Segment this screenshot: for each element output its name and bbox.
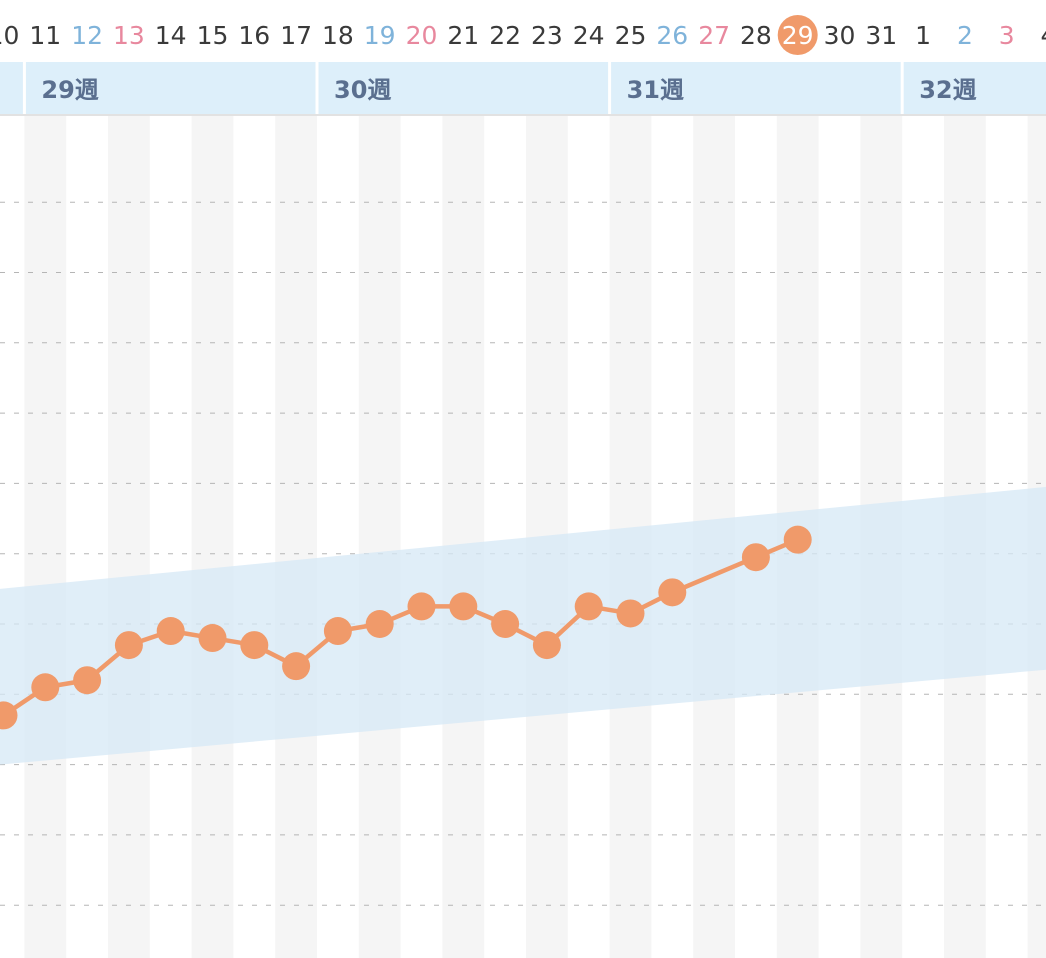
week-header: 29週 30週 31週 32週 xyxy=(0,62,1046,116)
week-band-bg xyxy=(0,62,1046,114)
day-label: 1 xyxy=(915,21,931,50)
day-label: 24 xyxy=(573,21,605,50)
data-point xyxy=(323,617,352,646)
day-label: 14 xyxy=(155,21,187,50)
day-label: 3 xyxy=(999,21,1015,50)
day-label: 31 xyxy=(865,21,897,50)
data-point xyxy=(282,652,311,681)
data-point xyxy=(407,592,436,621)
data-point xyxy=(532,631,561,660)
day-label: 10 xyxy=(0,21,19,50)
day-label-today: 29 xyxy=(782,21,814,50)
day-label: 2 xyxy=(957,21,973,50)
data-point xyxy=(491,610,520,638)
data-point xyxy=(574,592,603,621)
data-point xyxy=(365,610,394,638)
data-point xyxy=(616,599,645,628)
data-point xyxy=(114,631,143,660)
data-point xyxy=(73,666,102,695)
column-stripe xyxy=(24,116,67,958)
day-label: 16 xyxy=(238,21,270,50)
data-point xyxy=(240,631,269,660)
day-label: 25 xyxy=(615,21,647,50)
week-label: 32週 xyxy=(919,76,976,104)
data-point xyxy=(156,617,185,646)
data-point xyxy=(31,673,60,702)
column-stripe xyxy=(191,116,234,958)
day-label: 17 xyxy=(280,21,312,50)
day-label: 21 xyxy=(447,21,479,50)
day-label: 18 xyxy=(322,21,354,50)
day-label: 11 xyxy=(29,21,61,50)
day-label: 22 xyxy=(489,21,521,50)
range-band xyxy=(0,486,1046,765)
week-label: 29週 xyxy=(41,76,98,104)
today-marker xyxy=(777,15,818,55)
column-stripe xyxy=(108,116,150,958)
week-label: 31週 xyxy=(627,76,684,104)
data-point xyxy=(658,578,687,607)
day-label: 15 xyxy=(197,21,229,50)
day-label: 13 xyxy=(113,21,145,50)
day-header-bg xyxy=(0,0,1046,62)
day-header: 1011121314151617181920212223242526272829… xyxy=(0,15,1046,55)
day-label: 27 xyxy=(698,21,730,50)
day-label: 20 xyxy=(406,21,438,50)
week-band-partial xyxy=(0,62,25,114)
day-label: 12 xyxy=(71,21,103,50)
column-stripe xyxy=(358,116,401,958)
day-label: 19 xyxy=(364,21,396,50)
day-label: 4 xyxy=(1041,21,1046,50)
data-point xyxy=(0,701,18,730)
series-line-group xyxy=(0,525,812,730)
day-label: 26 xyxy=(656,21,688,50)
day-label: 30 xyxy=(824,21,856,50)
data-point xyxy=(449,592,478,621)
column-stripe xyxy=(275,116,317,958)
day-label: 23 xyxy=(531,21,563,50)
data-point xyxy=(198,624,227,653)
data-point xyxy=(741,543,770,572)
data-point xyxy=(783,525,812,554)
column-stripe xyxy=(442,116,485,958)
day-label: 28 xyxy=(740,21,772,50)
week-label: 30週 xyxy=(334,76,391,104)
